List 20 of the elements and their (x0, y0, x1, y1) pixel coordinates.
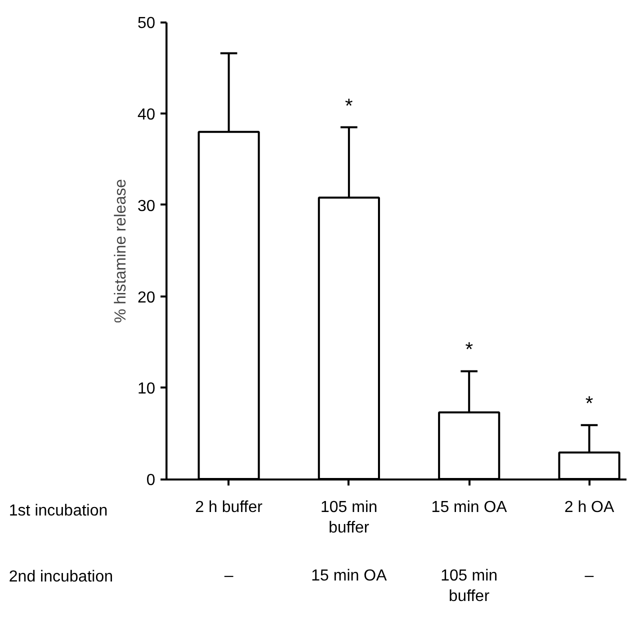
y-tick-label: 50 (138, 15, 156, 32)
y-tick-label: 20 (138, 289, 156, 306)
annotation: * (345, 95, 354, 118)
y-tick-label: 0 (146, 472, 156, 490)
text: 2nd incubation (8, 568, 114, 586)
y-tick-label: 10 (138, 380, 156, 398)
text: – (584, 568, 594, 585)
annotation: * (465, 339, 474, 362)
text: 15 min OA (311, 568, 388, 585)
y-tick-label: 40 (138, 106, 156, 124)
x-tick-label: 2 h OA (564, 499, 614, 516)
y-axis-title: % histamine release (112, 178, 130, 324)
x-tick-label: 2 h buffer (195, 499, 264, 516)
annotation: * (585, 393, 594, 416)
text: 105 min buffer (440, 568, 498, 606)
text: – (224, 568, 234, 585)
y-tick-label: 30 (138, 198, 156, 215)
x-tick-label: 105 min buffer (320, 499, 378, 536)
text: 1st incubation (8, 502, 108, 520)
x-tick-label: 15 min OA (431, 499, 508, 516)
